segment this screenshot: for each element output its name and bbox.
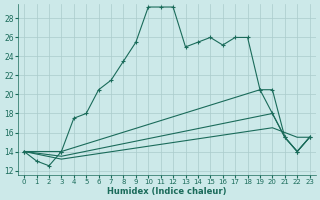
X-axis label: Humidex (Indice chaleur): Humidex (Indice chaleur) <box>107 187 227 196</box>
